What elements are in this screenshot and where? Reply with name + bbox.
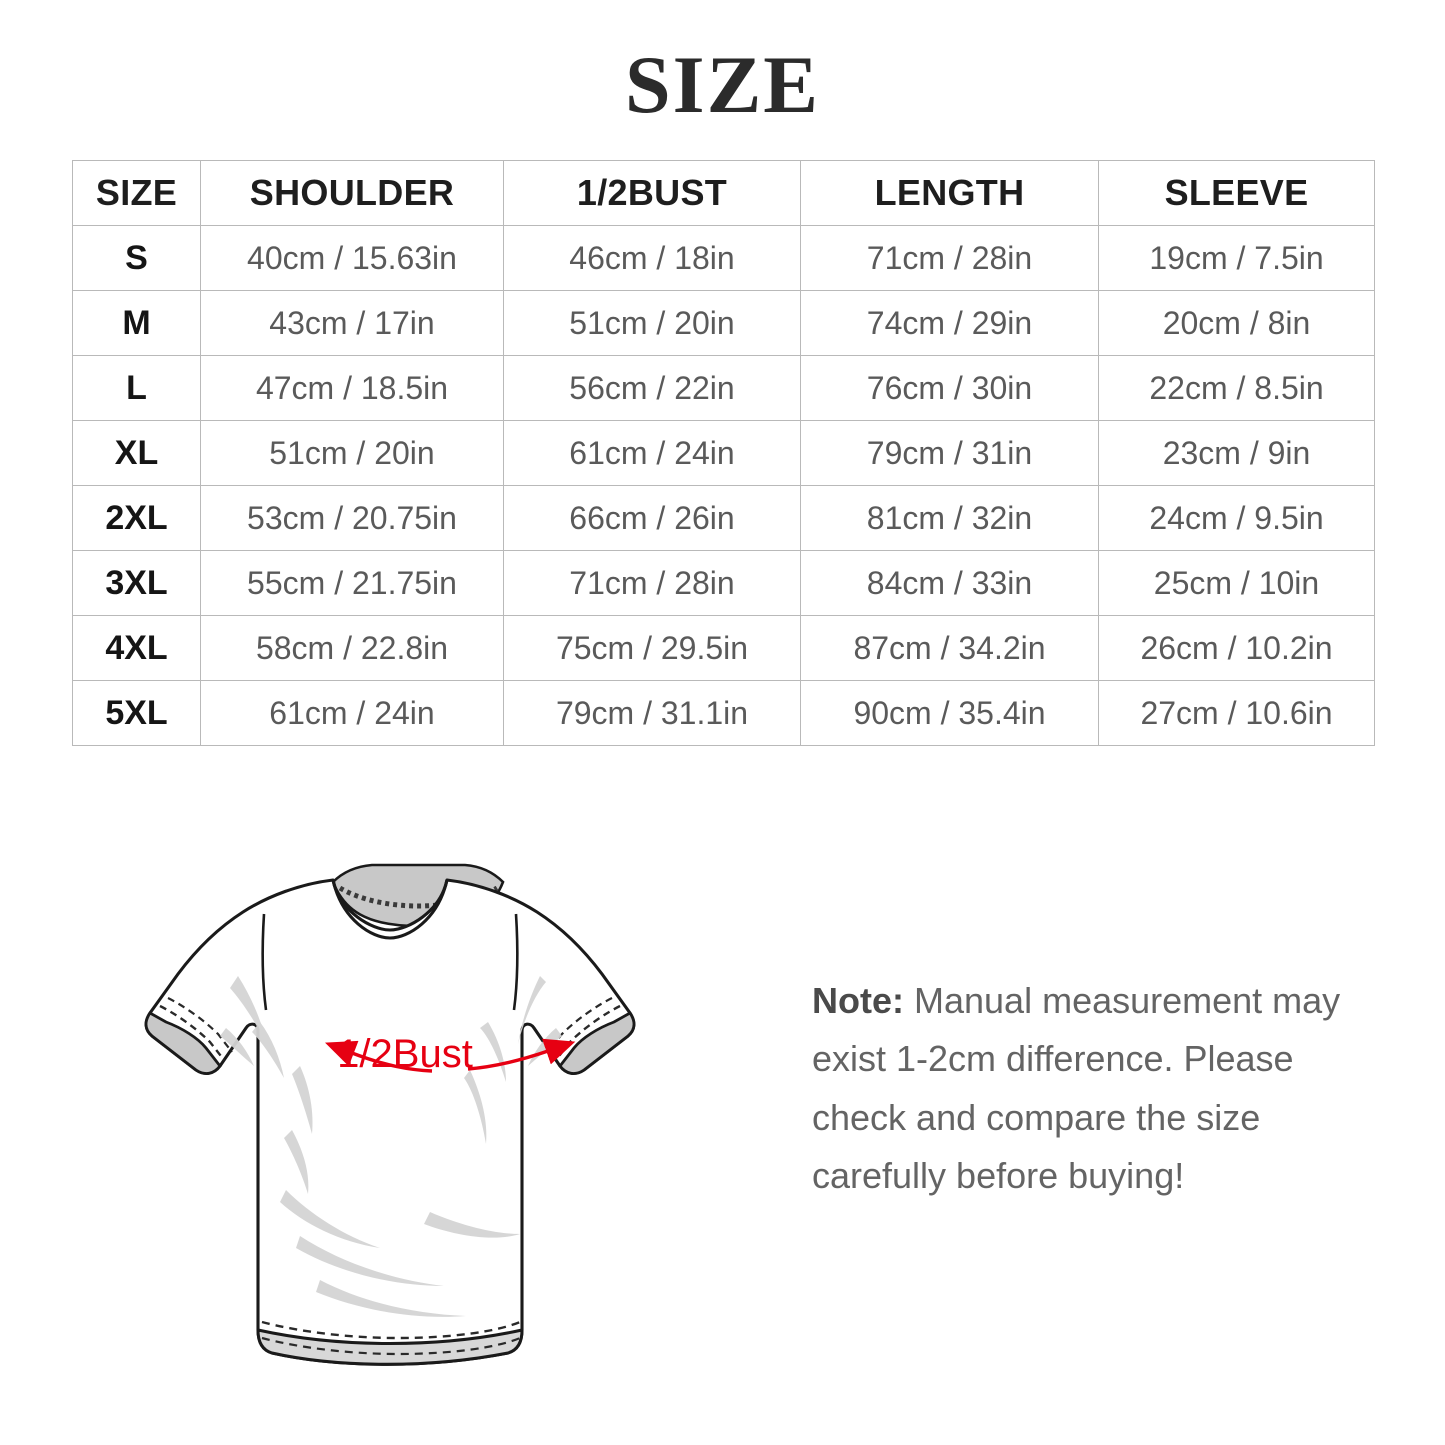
table-row: S 40cm / 15.63in 46cm / 18in 71cm / 28in 19c… (72, 225, 1375, 291)
table-row: XL 51cm / 20in 61cm / 24in 79cm / 31in 23cm … (72, 420, 1375, 486)
page-title: SIZE (625, 39, 820, 130)
length-cell: 74cm / 29in (800, 290, 1099, 356)
size-cell: 3XL (72, 550, 201, 616)
sleeve-cell: 19cm / 7.5in (1098, 225, 1375, 291)
column-header-sleeve: SLEEVE (1098, 160, 1375, 226)
measurement-note: Note: Manual measurement may exist 1-2cm… (812, 972, 1392, 1205)
sleeve-cell: 20cm / 8in (1098, 290, 1375, 356)
sleeve-cell: 23cm / 9in (1098, 420, 1375, 486)
shoulder-cell: 43cm / 17in (200, 290, 504, 356)
column-header-size: SIZE (72, 160, 201, 226)
note-label: Note: (812, 980, 904, 1021)
bust-cell: 51cm / 20in (503, 290, 801, 356)
length-cell: 79cm / 31in (800, 420, 1099, 486)
length-cell: 76cm / 30in (800, 355, 1099, 421)
size-cell: L (72, 355, 201, 421)
size-cell: S (72, 225, 201, 291)
bust-cell: 56cm / 22in (503, 355, 801, 421)
column-header-bust: 1/2BUST (503, 160, 801, 226)
shoulder-cell: 58cm / 22.8in (200, 615, 504, 681)
table-row: 2XL 53cm / 20.75in 66cm / 26in 81cm / 32in 2… (72, 485, 1375, 551)
bust-measure-annotation: 1/2Bust (325, 1032, 576, 1076)
bust-cell: 75cm / 29.5in (503, 615, 801, 681)
size-cell: 2XL (72, 485, 201, 551)
sleeve-cell: 25cm / 10in (1098, 550, 1375, 616)
shoulder-cell: 61cm / 24in (200, 680, 504, 746)
tshirt-measurement-diagram: Shoulder Sleeve 1/2Bust Length (0, 770, 1445, 1445)
sleeve-cell: 26cm / 10.2in (1098, 615, 1375, 681)
length-cell: 84cm / 33in (800, 550, 1099, 616)
table-row: L 47cm / 18.5in 56cm / 22in 76cm / 30in 22cm… (72, 355, 1375, 421)
shoulder-cell: 51cm / 20in (200, 420, 504, 486)
tshirt-illustration (144, 863, 636, 1366)
note-text: Manual measurement may exist 1-2cm diffe… (812, 980, 1341, 1196)
size-cell: XL (72, 420, 201, 486)
bust-cell: 79cm / 31.1in (503, 680, 801, 746)
bust-cell: 66cm / 26in (503, 485, 801, 551)
length-cell: 81cm / 32in (800, 485, 1099, 551)
table-row: 5XL 61cm / 24in 79cm / 31.1in 90cm / 35.4in… (72, 680, 1375, 746)
shoulder-cell: 53cm / 20.75in (200, 485, 504, 551)
sleeve-cell: 24cm / 9.5in (1098, 485, 1375, 551)
length-cell: 87cm / 34.2in (800, 615, 1099, 681)
sleeve-cell: 27cm / 10.6in (1098, 680, 1375, 746)
table-row: M 43cm / 17in 51cm / 20in 74cm / 29in 20cm /… (72, 290, 1375, 356)
bust-cell: 46cm / 18in (503, 225, 801, 291)
shoulder-cell: 47cm / 18.5in (200, 355, 504, 421)
table-row: 4XL 58cm / 22.8in 75cm / 29.5in 87cm / 34.2… (72, 615, 1375, 681)
sleeve-cell: 22cm / 8.5in (1098, 355, 1375, 421)
table-header-row: SIZE SHOULDER 1/2BUST LENGTH SLEEVE (72, 160, 1375, 226)
size-cell: 4XL (72, 615, 201, 681)
column-header-shoulder: SHOULDER (200, 160, 504, 226)
size-chart-table: SIZE SHOULDER 1/2BUST LENGTH SLEEVE S 40c… (72, 160, 1375, 746)
bust-cell: 71cm / 28in (503, 550, 801, 616)
bust-cell: 61cm / 24in (503, 420, 801, 486)
bust-label: 1/2Bust (337, 1032, 473, 1076)
size-cell: M (72, 290, 201, 356)
shoulder-cell: 40cm / 15.63in (200, 225, 504, 291)
length-cell: 71cm / 28in (800, 225, 1099, 291)
column-header-length: LENGTH (800, 160, 1099, 226)
length-cell: 90cm / 35.4in (800, 680, 1099, 746)
table-row: 3XL 55cm / 21.75in 71cm / 28in 84cm / 33in 2… (72, 550, 1375, 616)
size-cell: 5XL (72, 680, 201, 746)
shoulder-cell: 55cm / 21.75in (200, 550, 504, 616)
